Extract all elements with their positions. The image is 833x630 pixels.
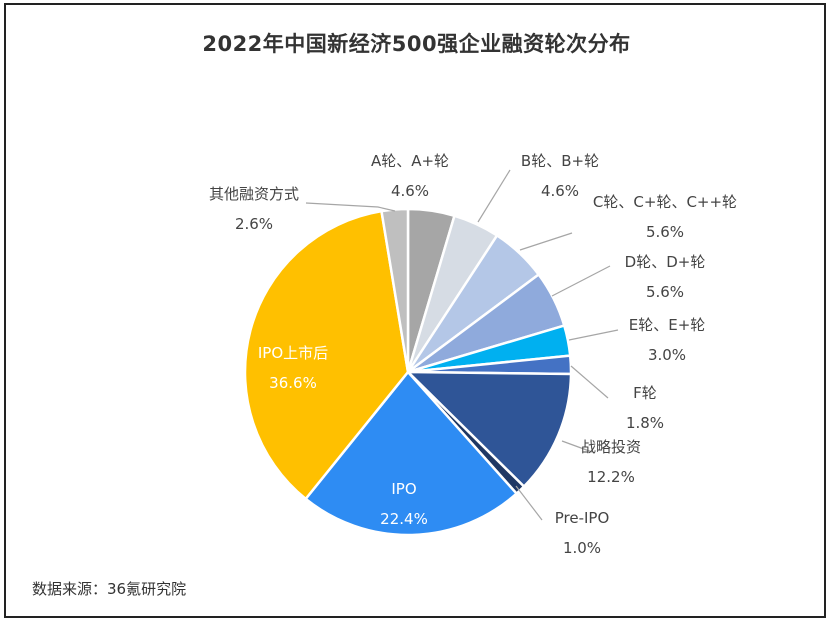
chart-title: 2022年中国新经济500强企业融资轮次分布 [202, 32, 631, 56]
leader-line-8 [515, 485, 543, 521]
pie-slice-10 [243, 209, 410, 501]
slice-value-2: 4.6% [541, 182, 579, 200]
pie-slice-11 [380, 207, 410, 374]
source-note: 数据来源：36氪研究院 [32, 580, 187, 598]
slice-label-6: F轮 [633, 384, 657, 402]
slice-value-9: 22.4% [380, 510, 428, 528]
pie-slice-9 [304, 370, 518, 537]
slice-value-11: 2.6% [235, 215, 273, 233]
slice-label-3: C轮、C+轮、C++轮 [593, 193, 737, 211]
slice-label-1: A轮、A+轮 [371, 152, 449, 170]
slice-value-5: 3.0% [648, 346, 686, 364]
slice-value-4: 5.6% [646, 283, 684, 301]
slice-value-7: 12.2% [587, 468, 635, 486]
slice-label-11: 其他融资方式 [209, 185, 299, 203]
slice-value-10: 36.6% [269, 374, 317, 392]
pie-slice-7 [406, 370, 573, 488]
slice-value-3: 5.6% [646, 223, 684, 241]
slice-value-8: 1.0% [563, 539, 601, 557]
slice-value-1: 4.6% [391, 182, 429, 200]
leader-line-6 [570, 365, 609, 399]
slice-label-2: B轮、B+轮 [521, 152, 599, 170]
slice-label-10: IPO上市后 [258, 344, 328, 362]
leader-line-7 [561, 440, 593, 453]
slice-label-4: D轮、D+轮 [625, 253, 706, 271]
leader-line-5 [568, 329, 619, 341]
slice-label-8: Pre-IPO [555, 509, 610, 527]
slice-label-9: IPO [391, 480, 416, 498]
slice-value-6: 1.8% [626, 414, 664, 432]
slice-label-5: E轮、E+轮 [629, 316, 706, 334]
leader-line-11 [305, 202, 396, 212]
slice-label-7: 战略投资 [581, 438, 641, 456]
leader-line-2 [477, 169, 511, 223]
leader-line-3 [519, 232, 573, 251]
leader-line-4 [551, 265, 611, 297]
